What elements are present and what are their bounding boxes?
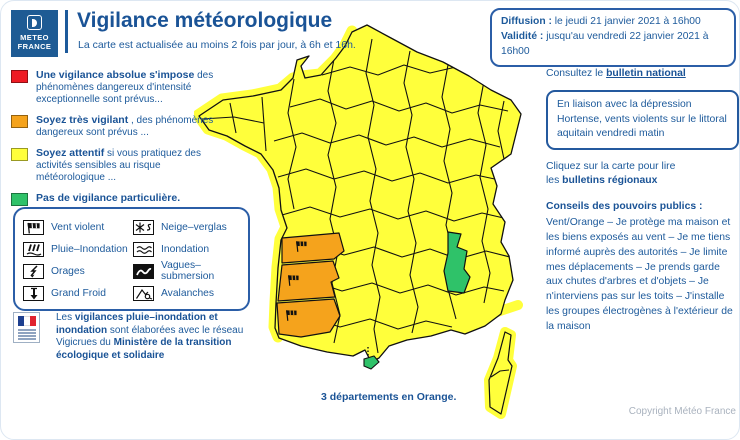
windsock-icon [286,310,297,321]
phenomenon-grand-froid: Grand Froid [23,285,133,301]
orange-department [281,232,345,264]
meteo-france-logo: METEO FRANCE [11,10,58,57]
ministry-logo [13,312,40,343]
legend-item-green: Pas de vigilance particulière. [11,192,229,206]
legend-item-orange: Soyez très vigilant , des phénomènes dan… [11,114,229,139]
orange-department [277,260,340,302]
french-flag-icon [17,316,36,326]
phenomenon-orages: Orages [23,263,133,279]
legend-item-red: Une vigilance absolue s'impose des phéno… [11,69,229,106]
corsica[interactable] [488,331,513,415]
advice-text: Vent/Orange – Je protège ma maison et le… [546,216,733,332]
legend-item-yellow: Soyez attentif si vous pratiquez des act… [11,147,229,184]
phenomena-icons-box: Vent violent Neige–verglas Pluie–Inondat… [13,207,250,311]
windsock-icon [288,275,299,286]
diffusion-validity-box: Diffusion : le jeudi 21 janvier 2021 à 1… [490,8,736,67]
map-windsock-icons [286,241,307,321]
phenomenon-label: Vent violent [51,221,105,233]
page-subtitle: La carte est actualisée au moins 2 fois … [78,39,356,51]
phenomenon-vent-violent: Vent violent [23,219,133,235]
phenomenon-avalanches: Avalanches [133,285,246,301]
click-map-hint: Cliquez sur la carte pour lire les bulle… [546,160,676,186]
snowflake-icon [133,219,154,235]
diffusion-line: Diffusion : le jeudi 21 janvier 2021 à 1… [501,16,701,27]
meteo-france-logo-icon [27,15,42,30]
bulletins-regionaux-link[interactable]: bulletins régionaux [562,174,658,186]
map-caption: 3 départements en Orange. [321,391,457,403]
page-title: Vigilance météorologique [77,9,333,32]
validity-line: Validité : jusqu'au vendredi 22 janvier … [501,30,709,57]
copyright: Copyright Météo France [628,406,736,417]
phenomenon-label: Orages [51,265,85,277]
phenomenon-label: Pluie–Inondation [51,243,128,255]
lightning-icon [23,263,44,279]
avalanche-icon [133,285,154,301]
phenomenon-vagues-submersion: Vagues–submersion [133,260,246,282]
vigilance-legend: Une vigilance absolue s'impose des phéno… [11,69,229,214]
orange-departments[interactable] [276,232,345,338]
phenomenon-label: Avalanches [161,287,215,299]
france-mainland[interactable] [198,24,522,363]
rain-flood-icon [23,241,44,257]
andorra [363,347,380,370]
wave-submersion-icon [133,263,154,279]
phenomenon-label: Neige–verglas [161,221,227,233]
cold-thermometer-icon [23,285,44,301]
windsock-icon [23,219,44,235]
france-map-svg[interactable] [194,19,544,426]
advice-title: Conseils des pouvoirs publics : [546,200,703,212]
phenomenon-neige-verglas: Neige–verglas [133,219,246,235]
logo-line1: METEO [20,33,49,42]
orange-department [276,298,341,338]
right-panel: Consultez le bulletin national En liaiso… [546,67,739,335]
vigicrues-note: Les vigilances pluie–inondation et inond… [13,312,265,362]
green-department[interactable] [443,231,471,294]
flood-waves-icon [133,241,154,257]
phenomenon-inondation: Inondation [133,241,246,257]
consult-line: Consultez le bulletin national [546,68,686,79]
phenomenon-label: Inondation [161,243,210,255]
vigilance-map[interactable] [194,19,544,426]
windsock-icon [296,241,307,252]
alert-summary-box: En liaison avec la dépression Hortense, … [546,90,739,150]
bulletin-national-link[interactable]: bulletin national [606,68,686,79]
red-level-swatch [11,70,28,83]
phenomenon-label: Vagues–submersion [161,260,215,282]
header-divider [65,10,68,53]
logo-line2: FRANCE [17,42,52,52]
orange-level-swatch [11,115,28,128]
phenomenon-label: Grand Froid [51,287,106,299]
green-level-swatch [11,193,28,206]
yellow-level-swatch [11,148,28,161]
phenomenon-pluie-inondation: Pluie–Inondation [23,241,133,257]
vigicrues-note-text: Les vigilances pluie–inondation et inond… [56,312,244,361]
